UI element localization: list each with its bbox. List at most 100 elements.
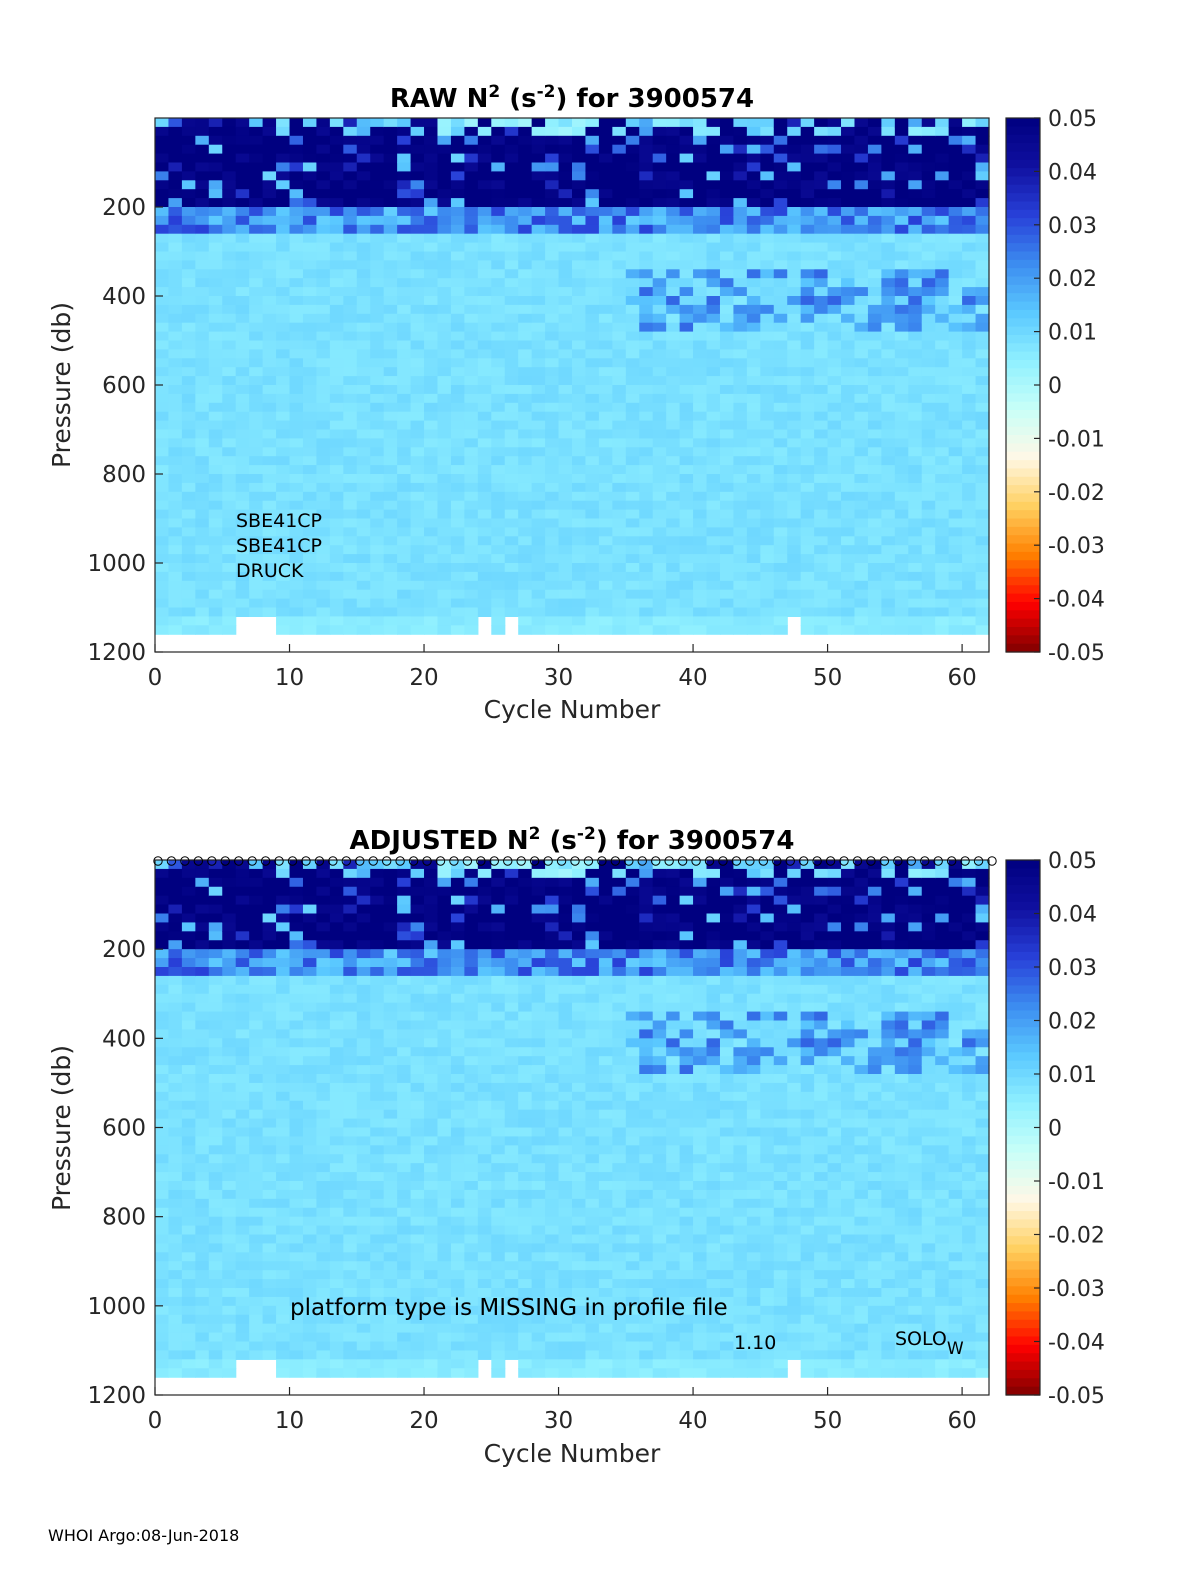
- heatmap-cell: [330, 976, 344, 986]
- heatmap-cell: [357, 1270, 371, 1280]
- heatmap-cell: [411, 1065, 425, 1075]
- heatmap-cell: [451, 456, 465, 466]
- heatmap-cell: [693, 474, 707, 484]
- heatmap-cell: [303, 1003, 317, 1013]
- heatmap-cell: [572, 154, 586, 164]
- heatmap-cell: [895, 554, 909, 564]
- heatmap-cell: [868, 403, 882, 413]
- heatmap-cell: [787, 545, 801, 555]
- heatmap-cell: [357, 430, 371, 440]
- heatmap-cell: [868, 447, 882, 457]
- heatmap-cell: [680, 456, 694, 466]
- heatmap-cell: [209, 1333, 223, 1343]
- heatmap-cell: [249, 976, 263, 986]
- heatmap-cell: [290, 1119, 304, 1129]
- heatmap-cell: [828, 394, 842, 404]
- heatmap-cell: [424, 1029, 438, 1039]
- heatmap-cell: [451, 430, 465, 440]
- heatmap-cell: [505, 252, 519, 262]
- heatmap-cell: [155, 1350, 169, 1360]
- heatmap-cell: [424, 1190, 438, 1200]
- heatmap-cell: [518, 590, 532, 600]
- heatmap-cell: [532, 260, 546, 270]
- heatmap-cell: [585, 599, 599, 609]
- heatmap-cell: [464, 216, 478, 226]
- heatmap-cell: [828, 234, 842, 244]
- heatmap-cell: [330, 341, 344, 351]
- heatmap-cell: [612, 536, 626, 546]
- heatmap-cell: [182, 1333, 196, 1343]
- heatmap-cell: [464, 296, 478, 306]
- heatmap-cell: [249, 341, 263, 351]
- heatmap-cell: [316, 296, 330, 306]
- heatmap-cell: [209, 260, 223, 270]
- heatmap-cell: [424, 1342, 438, 1352]
- heatmap-cell: [559, 447, 573, 457]
- heatmap-cell: [841, 572, 855, 582]
- heatmap-cell: [787, 492, 801, 502]
- heatmap-cell: [236, 1270, 250, 1280]
- heatmap-cell: [572, 367, 586, 377]
- heatmap-cell: [518, 483, 532, 493]
- heatmap-cell: [209, 1163, 223, 1173]
- heatmap-cell: [854, 296, 868, 306]
- heatmap-cell: [760, 465, 774, 475]
- heatmap-cell: [182, 1021, 196, 1031]
- heatmap-cell: [370, 545, 384, 555]
- heatmap-cell: [895, 376, 909, 386]
- heatmap-cell: [424, 1350, 438, 1360]
- heatmap-cell: [962, 225, 976, 235]
- heatmap-cell: [330, 180, 344, 190]
- heatmap-cell: [881, 430, 895, 440]
- heatmap-cell: [384, 1350, 398, 1360]
- heatmap-cell: [666, 323, 680, 333]
- heatmap-cell: [653, 243, 667, 253]
- heatmap-cell: [626, 599, 640, 609]
- heatmap-cell: [895, 260, 909, 270]
- heatmap-cell: [962, 599, 976, 609]
- heatmap-cell: [330, 1003, 344, 1013]
- heatmap-cell: [182, 305, 196, 315]
- heatmap-cell: [626, 252, 640, 262]
- heatmap-cell: [370, 136, 384, 146]
- heatmap-cell: [949, 465, 963, 475]
- heatmap-cell: [653, 545, 667, 555]
- heatmap-cell: [316, 1252, 330, 1262]
- heatmap-cell: [424, 1154, 438, 1164]
- heatmap-cell: [209, 1181, 223, 1191]
- heatmap-cell: [343, 1235, 357, 1245]
- heatmap-cell: [895, 207, 909, 217]
- heatmap-cell: [249, 1110, 263, 1120]
- heatmap-cell: [343, 323, 357, 333]
- heatmap-cell: [249, 958, 263, 968]
- heatmap-cell: [397, 1145, 411, 1155]
- heatmap-cell: [343, 563, 357, 573]
- heatmap-cell: [236, 154, 250, 164]
- x-tick-label: 40: [678, 665, 707, 691]
- heatmap-cell: [357, 145, 371, 155]
- heatmap-cell: [626, 483, 640, 493]
- heatmap-cell: [182, 1359, 196, 1369]
- heatmap-cell: [747, 536, 761, 546]
- heatmap-cell: [290, 198, 304, 208]
- heatmap-cell: [276, 456, 290, 466]
- heatmap-cell: [249, 349, 263, 359]
- heatmap-cell: [774, 252, 788, 262]
- heatmap-cell: [491, 599, 505, 609]
- heatmap-cell: [612, 483, 626, 493]
- heatmap-cell: [626, 519, 640, 529]
- heatmap-cell: [209, 278, 223, 288]
- heatmap-cell: [236, 1047, 250, 1057]
- heatmap-cell: [747, 376, 761, 386]
- heatmap-cell: [437, 625, 451, 635]
- heatmap-cell: [545, 269, 559, 279]
- heatmap-cell: [236, 438, 250, 448]
- heatmap-cell: [895, 198, 909, 208]
- heatmap-cell: [451, 269, 465, 279]
- heatmap-cell: [895, 430, 909, 440]
- heatmap-cell: [451, 216, 465, 226]
- heatmap-cell: [276, 1279, 290, 1289]
- heatmap-cell: [707, 510, 721, 519]
- heatmap-cell: [532, 367, 546, 377]
- heatmap-cell: [639, 590, 653, 600]
